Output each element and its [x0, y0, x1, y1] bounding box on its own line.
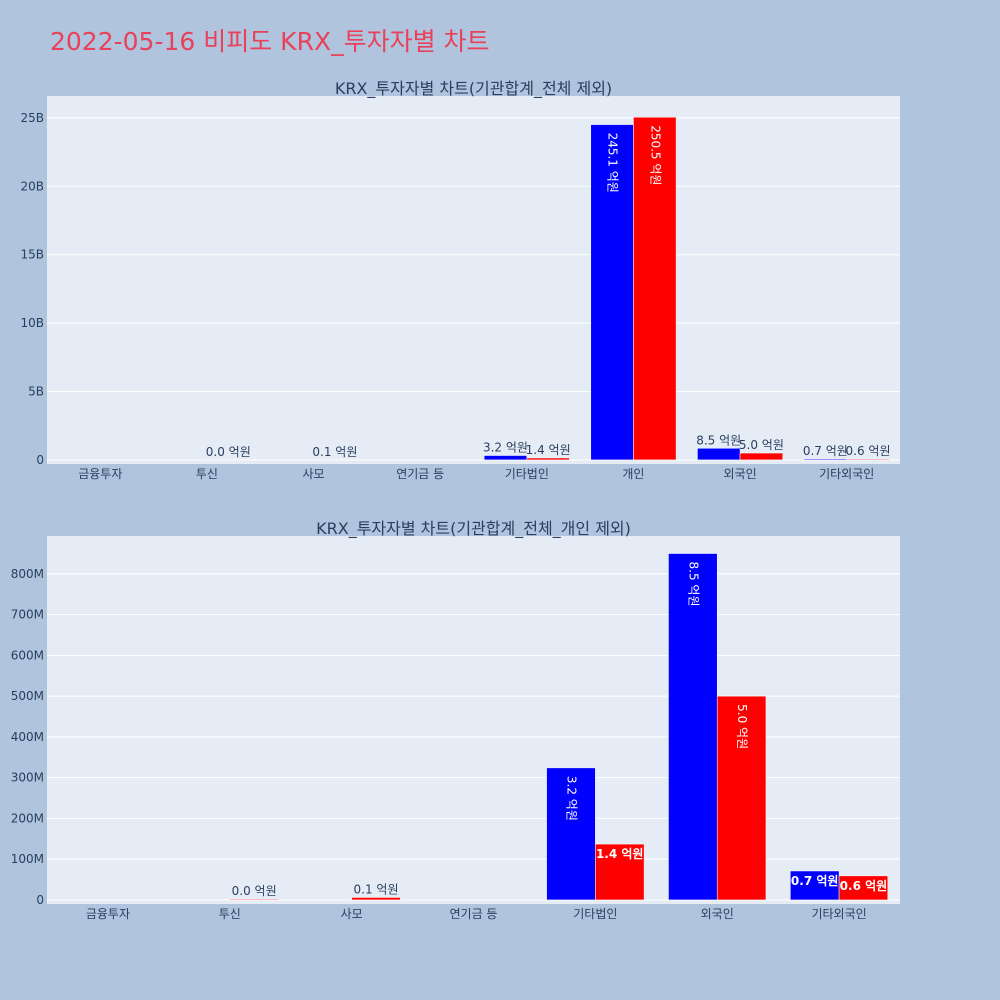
- y-tick-label: 5B: [28, 384, 44, 398]
- x-tick-label: 사모: [303, 467, 325, 481]
- data-label: 0.1 억원: [312, 445, 357, 459]
- y-tick-label: 800M: [11, 567, 44, 581]
- x-tick-label: 연기금 등: [396, 467, 444, 481]
- data-label: 3.2 억원: [483, 441, 528, 455]
- data-label: 3.2 억원: [564, 776, 578, 821]
- bar: [739, 452, 783, 461]
- y-tick-label: 20B: [20, 179, 44, 193]
- data-label: 1.4 억원: [526, 443, 571, 457]
- bar: [697, 448, 741, 461]
- x-tick-label: 금융투자: [78, 467, 122, 481]
- x-tick-label: 기타외국인: [811, 907, 866, 921]
- data-label: 0.0 억원: [206, 445, 251, 459]
- y-tick-label: 100M: [11, 852, 44, 866]
- x-tick-label: 연기금 등: [450, 907, 498, 921]
- chart-title: KRX_투자자별 차트(기관합계_전체 제외): [335, 79, 612, 99]
- bar: [546, 767, 596, 901]
- data-label: 0.6 억원: [846, 444, 891, 458]
- x-tick-label: 금융투자: [86, 907, 130, 921]
- data-label: 0.7 억원: [803, 444, 848, 458]
- bar: [229, 898, 279, 901]
- data-label: 8.5 억원: [686, 562, 700, 607]
- x-tick-label: 사모: [341, 907, 363, 921]
- x-tick-label: 기타법인: [505, 467, 549, 481]
- bar: [803, 458, 847, 461]
- y-tick-label: 200M: [11, 811, 44, 825]
- bar: [790, 870, 840, 901]
- plot-area: [47, 536, 900, 904]
- x-tick-label: 개인: [622, 467, 644, 481]
- plot-area: [47, 96, 900, 464]
- data-label: 250.5 억원: [648, 125, 662, 185]
- bar: [526, 457, 570, 461]
- x-tick-label: 투신: [219, 907, 241, 921]
- data-label: 5.0 억원: [735, 704, 749, 749]
- x-tick-label: 기타법인: [573, 907, 617, 921]
- y-tick-label: 300M: [11, 771, 44, 785]
- bar: [846, 458, 890, 461]
- bar: [351, 897, 401, 901]
- chart-title: KRX_투자자별 차트(기관합계_전체_개인 제외): [316, 519, 631, 539]
- bar: [595, 843, 645, 901]
- data-label: 1.4 억원: [596, 847, 644, 861]
- y-tick-label: 600M: [11, 648, 44, 662]
- x-tick-label: 기타외국인: [819, 467, 874, 481]
- data-label: 0.7 억원: [791, 874, 839, 888]
- y-tick-label: 0: [36, 893, 44, 907]
- x-tick-label: 외국인: [724, 467, 757, 481]
- y-tick-label: 700M: [11, 608, 44, 622]
- y-tick-label: 0: [36, 453, 44, 467]
- x-tick-label: 외국인: [701, 907, 734, 921]
- y-tick-label: 400M: [11, 730, 44, 744]
- y-tick-label: 500M: [11, 689, 44, 703]
- bar: [633, 116, 677, 461]
- chart-all-investors: 0 5B 10B 15B 20B 25B KRX_투자자별 차트(기관합계_전체 제외) 금융…: [20, 79, 900, 481]
- bar: [716, 695, 767, 901]
- data-label: 5.0 억원: [739, 438, 784, 452]
- page-title: 2022-05-16 비피도 KRX_투자자별 차트: [50, 27, 490, 56]
- y-tick-label: 10B: [20, 316, 44, 330]
- data-label: 8.5 억원: [696, 433, 741, 447]
- bar: [838, 875, 889, 901]
- data-label: 0.1 억원: [354, 882, 399, 896]
- data-label: 0.0 억원: [232, 884, 277, 898]
- bar: [483, 455, 528, 461]
- x-tick-label: 투신: [196, 467, 218, 481]
- y-tick-label: 15B: [20, 248, 44, 262]
- y-tick-label: 25B: [20, 111, 44, 125]
- data-label: 245.1 억원: [606, 133, 620, 193]
- data-label: 0.6 억원: [840, 879, 888, 893]
- chart-excluding-individuals: 0 100M 200M 300M 400M 500M 600M 700M 800M KRX_투자자…: [11, 519, 900, 921]
